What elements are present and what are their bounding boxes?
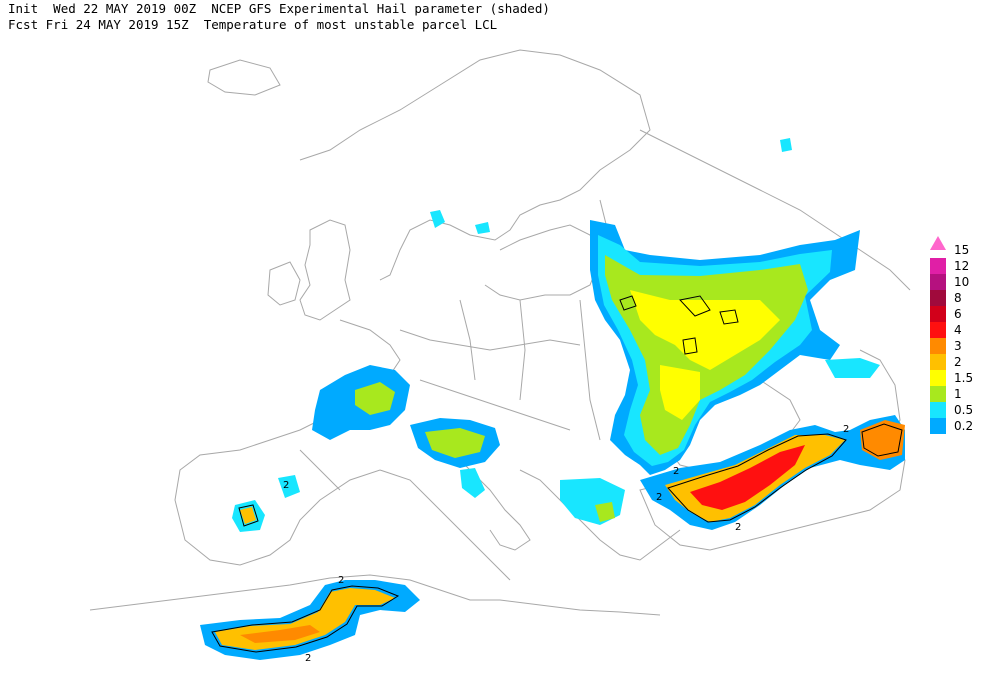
product-subtitle: Temperature of most unstable parcel LCL	[203, 17, 498, 32]
hail-region-alps-1	[425, 428, 485, 458]
product-title: NCEP GFS Experimental Hail parameter (sh…	[211, 1, 550, 16]
legend-label: 2	[954, 355, 962, 369]
contour-labels: 2 2 2 2 2 2 2	[283, 424, 849, 664]
hail-region-iberia-east	[278, 475, 300, 498]
hail-cell-baltic	[475, 222, 490, 234]
legend-swatch	[930, 402, 946, 418]
legend-swatch	[930, 418, 946, 434]
legend-label: 0.2	[954, 419, 974, 433]
hail-contours	[211, 295, 903, 653]
fcst-line: Fcst Fri 24 MAY 2019 15Z Temperature of …	[8, 17, 708, 33]
contour-label: 2	[673, 466, 679, 477]
legend-swatch	[930, 338, 946, 354]
hail-shading	[200, 138, 905, 660]
hail-cell-balkans	[560, 478, 625, 525]
hail-cell-caucasus	[825, 358, 880, 378]
legend-label: 0.5	[954, 403, 974, 417]
legend-label: 1.5	[954, 371, 974, 385]
hail-region-africa-2	[215, 588, 395, 650]
legend-label: 15	[954, 243, 970, 257]
hail-region-africa-3	[240, 625, 320, 643]
contour-russia-1	[619, 295, 637, 311]
balkan-coast	[519, 469, 681, 561]
hail-region-turkey-4	[690, 445, 805, 510]
hail-region-iberia-2	[240, 507, 256, 524]
init-label: Init	[8, 1, 39, 16]
baltic-coast	[484, 224, 601, 301]
fcst-label: Fcst	[8, 17, 39, 32]
contour-russia-4	[682, 337, 698, 355]
hail-region-eastern-europe-1.5b	[660, 365, 700, 420]
contour-label: 2	[283, 480, 289, 491]
hail-cell-scandinavia	[430, 210, 445, 228]
eastern-border	[639, 129, 911, 291]
init-line: Init Wed 22 MAY 2019 00Z NCEP GFS Experi…	[8, 1, 708, 17]
contour-label: 2	[305, 653, 311, 664]
contour-label: 2	[735, 522, 741, 533]
init-time: Wed 22 MAY 2019 00Z	[53, 1, 197, 16]
iceland-coast	[207, 59, 281, 96]
legend-label: 6	[954, 307, 962, 321]
legend-colorbar	[930, 236, 946, 434]
legend-swatch	[930, 322, 946, 338]
map-header: Init Wed 22 MAY 2019 00Z NCEP GFS Experi…	[8, 1, 708, 37]
legend-swatch	[930, 290, 946, 306]
legend-swatch	[930, 274, 946, 290]
contour-africa	[211, 585, 400, 653]
contour-label: 2	[338, 575, 344, 586]
contour-label: 2	[843, 424, 849, 435]
hail-region-turkey-east	[860, 420, 905, 460]
fcst-time: Fri 24 MAY 2019 15Z	[45, 17, 189, 32]
color-legend: 15 12 10 8 6 4 3 2 1.5 1 0.5 0.2	[928, 236, 998, 436]
legend-label: 4	[954, 323, 962, 337]
legend-label: 8	[954, 291, 962, 305]
legend-swatch	[930, 354, 946, 370]
hail-region-eastern-europe-1.5	[630, 290, 780, 370]
legend-label: 10	[954, 275, 970, 289]
legend-label: 3	[954, 339, 962, 353]
legend-label: 12	[954, 259, 970, 273]
uk-coast	[299, 219, 351, 321]
ireland-coast	[267, 261, 301, 306]
hail-cell-greece	[595, 502, 615, 522]
legend-swatch	[930, 370, 946, 386]
legend-swatch	[930, 258, 946, 274]
legend-swatch	[930, 386, 946, 402]
contour-turkey	[667, 433, 847, 523]
legend-swatch	[930, 306, 946, 322]
hail-cell-adriatic	[460, 468, 485, 498]
legend-label: 1	[954, 387, 962, 401]
contour-turkey-east	[861, 423, 903, 457]
contour-russia-2	[679, 295, 711, 317]
contour-iberia	[238, 504, 259, 527]
hail-cell-north-russia	[780, 138, 792, 152]
inland-borders	[299, 199, 621, 491]
contour-label: 2	[656, 492, 662, 503]
legend-swatch	[930, 236, 946, 250]
hail-region-france-1	[355, 382, 395, 415]
north-africa-coast	[89, 574, 661, 616]
contour-russia-3	[719, 309, 739, 325]
